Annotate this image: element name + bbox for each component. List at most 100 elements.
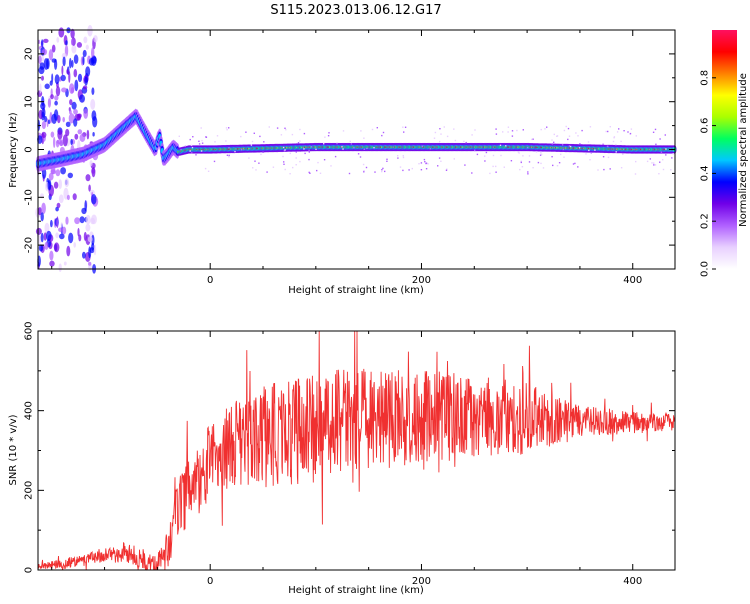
spectrogram-speckle — [291, 133, 294, 136]
spectrogram-noise-cell — [73, 54, 79, 64]
spectrogram-speckle — [440, 133, 442, 135]
snr-ylabel: SNR (10 * v/v) — [8, 414, 19, 485]
spectrogram-noise-cell — [41, 39, 44, 48]
spectrogram-speckle — [263, 141, 265, 143]
spectrogram-speckle — [495, 128, 497, 130]
spectrogram-noise-cell — [46, 230, 52, 241]
spectrogram-noise-cell — [55, 169, 61, 177]
spectrogram-speckle — [519, 168, 521, 171]
spectrogram-noise-cell — [66, 69, 69, 74]
spectrogram-speckle — [386, 158, 388, 160]
spectrogram-speckle — [629, 132, 632, 135]
spectrogram-noise-cell — [53, 242, 60, 253]
spectrogram-noise-cell — [91, 47, 95, 59]
spectrogram-speckle — [418, 163, 420, 165]
spectrogram-speckle — [572, 163, 575, 165]
spectrogram-speckle — [484, 160, 486, 162]
spectrogram-speckle — [492, 165, 494, 168]
spectrogram-speckle — [304, 152, 306, 155]
spectrogram-speckle — [620, 140, 622, 143]
spectrogram-speckle — [399, 166, 402, 168]
spectrogram-speckle — [289, 173, 291, 175]
spectrogram-speckle — [252, 167, 254, 169]
spectrogram-noise-cell — [57, 115, 61, 124]
spectrogram-speckle — [349, 140, 351, 143]
spectrogram-speckle — [328, 132, 330, 134]
snr-series-line — [37, 330, 676, 571]
spectrogram-speckle — [654, 128, 657, 131]
spectrogram-noise-cell — [41, 107, 46, 118]
spectrogram-speckle — [421, 145, 423, 147]
spectrogram-panel: 0 200 400 -20 -10 0 10 20 Height of straight li… — [8, 25, 677, 296]
spectrogram-noise-cell — [73, 242, 76, 248]
spectrogram-noise-cell — [48, 49, 54, 61]
spectrogram-speckle — [528, 155, 531, 157]
spectrogram-noise-cell — [40, 212, 44, 222]
spectrogram-speckle — [558, 162, 561, 164]
spectrogram-speckle — [253, 132, 255, 134]
spectrogram-speckle — [627, 131, 629, 133]
spectrogram-speckle — [282, 155, 284, 158]
spectrogram-noise-cell — [69, 99, 73, 106]
spectrogram-speckle — [649, 158, 651, 160]
spectrogram-speckle — [420, 169, 423, 171]
spectrogram-speckle — [542, 167, 545, 169]
spectrogram-noise-cell — [71, 44, 77, 54]
spectrogram-speckle — [357, 153, 360, 155]
spectrogram-speckle — [191, 146, 194, 149]
spectrogram-speckle — [579, 143, 581, 145]
spectrogram-speckle — [471, 134, 473, 136]
spectrogram-noise-cell — [90, 98, 96, 110]
spectrogram-noise-cell — [85, 66, 91, 77]
spectrogram-noise-cell — [87, 236, 93, 243]
spectrogram-noise-cell — [60, 74, 66, 82]
spectrogram-noise-cell — [82, 56, 85, 66]
spectrogram-speckle — [381, 169, 383, 171]
spectrogram-speckle — [505, 145, 507, 147]
spectrogram-noise-cell — [91, 242, 95, 251]
spectrogram-speckle — [565, 125, 567, 128]
spectrogram-speckle — [540, 153, 543, 156]
spectrogram-noise-cell — [74, 79, 79, 92]
spectrogram-speckle — [453, 158, 455, 160]
spectrogram-speckle — [234, 150, 236, 153]
spectrogram-speckle — [198, 140, 200, 142]
spectrogram-ylabel: Frequency (Hz) — [8, 112, 19, 188]
spectrogram-speckle — [476, 153, 479, 156]
spectrogram-noise-cell — [74, 133, 79, 140]
y-tick-label: 0 — [24, 567, 35, 573]
spectrogram-speckle — [532, 167, 534, 169]
spectrogram-speckle — [651, 162, 653, 164]
spectrogram-speckle — [568, 145, 571, 147]
spectrogram-noise-cell — [51, 113, 57, 125]
spectrogram-speckle — [397, 157, 399, 159]
spectrogram-noise-cell — [60, 167, 66, 175]
spectrogram-speckle — [567, 138, 569, 141]
spectrogram-speckle — [567, 127, 570, 130]
spectrogram-speckle — [240, 149, 243, 151]
spectrogram-speckle — [446, 135, 449, 138]
spectrogram-speckle — [295, 151, 297, 153]
spectrogram-speckle — [484, 155, 486, 157]
spectrogram-speckle — [502, 131, 504, 133]
spectrogram-noise-cell — [55, 86, 61, 97]
spectrogram-speckle — [250, 144, 253, 146]
spectrogram-noise-cell — [76, 42, 82, 48]
figure-title: S115.2023.013.06.12.G17 — [270, 3, 441, 18]
spectrogram-speckle — [262, 151, 264, 153]
spectrogram-speckle — [403, 131, 405, 133]
colorbar-tick-label: 0.8 — [700, 70, 711, 86]
spectrogram-speckle — [665, 148, 667, 150]
spectrogram-noise-cell — [41, 121, 47, 129]
spectrogram-speckle — [280, 134, 283, 136]
spectrogram-noise-cell — [82, 49, 87, 58]
spectrogram-speckle — [424, 161, 426, 163]
spectrogram-speckle — [439, 128, 441, 130]
spectrogram-noise-cell — [92, 116, 98, 128]
spectrogram-speckle — [671, 157, 673, 159]
spectrogram-speckle — [526, 146, 529, 149]
spectrogram-speckle — [607, 156, 610, 159]
spectrogram-noise-cell — [63, 261, 67, 266]
spectrogram-speckle — [228, 154, 230, 157]
spectrogram-speckle — [556, 165, 559, 167]
